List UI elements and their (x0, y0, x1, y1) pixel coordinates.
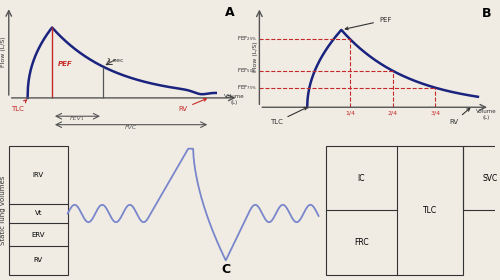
Text: PEF: PEF (58, 61, 72, 67)
Text: B: B (482, 7, 492, 20)
Text: FEF$_{75\%}$: FEF$_{75\%}$ (238, 83, 258, 92)
Bar (9, 146, 68, 274)
Text: IRV: IRV (33, 172, 44, 178)
Text: TLC: TLC (423, 206, 437, 215)
Text: 1/4: 1/4 (345, 111, 355, 116)
Text: FRC: FRC (354, 238, 369, 247)
Text: RV: RV (449, 108, 470, 125)
Text: FVC: FVC (125, 125, 137, 130)
Text: Volume
(L): Volume (L) (476, 109, 497, 120)
Text: FEF$_{50\%}$: FEF$_{50\%}$ (238, 66, 258, 75)
Text: FEF$_{25\%}$: FEF$_{25\%}$ (238, 34, 258, 43)
Text: PEF: PEF (346, 17, 392, 30)
Text: 1 sec: 1 sec (106, 58, 123, 63)
Text: SVC: SVC (482, 174, 498, 183)
Text: ERV: ERV (32, 232, 45, 238)
Text: RV: RV (178, 99, 206, 112)
Text: C: C (221, 263, 230, 276)
Bar (463, 146, 500, 210)
Text: TLC: TLC (10, 100, 26, 112)
Text: Flow (L/S): Flow (L/S) (0, 37, 5, 67)
Text: IC: IC (358, 174, 365, 183)
Text: Static lung volumes: Static lung volumes (0, 176, 6, 245)
Text: RV: RV (34, 257, 43, 263)
Text: 2/4: 2/4 (388, 111, 398, 116)
Text: 3/4: 3/4 (430, 111, 440, 116)
Text: Volume
(L): Volume (L) (224, 94, 245, 104)
Text: FEV₁: FEV₁ (70, 116, 85, 122)
Bar (326, 146, 463, 274)
Text: Flow (L/S): Flow (L/S) (254, 42, 258, 72)
Text: A: A (225, 6, 234, 19)
Text: Vt: Vt (34, 211, 42, 216)
Text: TLC: TLC (270, 108, 307, 125)
